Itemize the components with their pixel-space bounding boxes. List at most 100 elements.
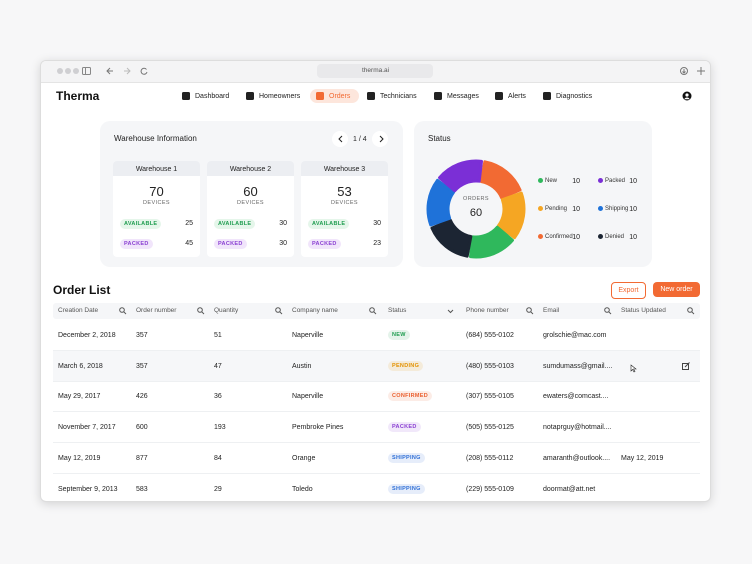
cell-company: Austin [292,362,312,370]
cell-number: 600 [136,424,148,432]
status-donut [426,159,526,259]
donut-segment [479,160,522,200]
legend-value: 10 [572,178,580,185]
cell-quantity: 36 [214,393,222,401]
nav-item[interactable]: Diagnostics [556,93,593,100]
legend-dot [538,178,543,183]
cell-quantity: 51 [214,332,222,339]
nav-icon [495,92,503,100]
nav-item[interactable]: Alerts [508,93,526,100]
new-tab-icon[interactable] [697,67,705,75]
sidebar-icon[interactable] [82,67,91,75]
prev-icon [338,135,343,143]
cell-company: Orange [292,454,316,462]
legend-dot [598,206,603,211]
status-badge: PENDING [388,360,424,371]
column-header[interactable]: Creation Date [58,307,99,314]
avatar-icon[interactable] [682,91,692,101]
column-header[interactable]: Company name [292,307,338,314]
nav-icon [316,92,324,100]
packed-badge: PACKED [120,239,153,249]
cell-email: sumdumass@gmail.... [543,362,613,370]
column-header[interactable]: Status [388,307,407,314]
device-count: 53 [337,184,352,199]
status-filter-icon[interactable] [447,308,454,314]
status-title: Status [428,134,451,143]
legend-name: New [545,178,558,184]
legend-name: Shipping [605,206,629,212]
available-badge: AVAILABLE [308,219,350,229]
forward-icon[interactable] [123,67,131,75]
available-badge: AVAILABLE [120,219,162,229]
column-search-icon[interactable] [119,307,127,315]
cell-number: 426 [136,393,148,401]
legend-value: 10 [572,234,580,241]
warehouse-name: Warehouse 3 [323,166,366,173]
row-divider [53,350,700,351]
cell-quantity: 29 [214,485,222,493]
cell-number: 357 [136,362,148,370]
column-search-icon[interactable] [197,307,205,315]
packed-count: 30 [279,240,287,247]
nav-item[interactable]: Homeowners [259,93,301,100]
cell-date: May 12, 2019 [58,454,101,462]
nav-icon [543,92,551,100]
cell-date: November 7, 2017 [58,424,116,432]
export-button[interactable]: Export [611,282,646,299]
column-search-icon[interactable] [526,307,534,315]
column-header[interactable]: Phone number [466,307,509,314]
legend-dot [538,206,543,211]
url-bar[interactable] [317,64,433,78]
nav-item[interactable]: Orders [329,93,351,100]
device-unit: DEVICES [237,200,264,206]
column-search-icon[interactable] [369,307,377,315]
pager-next[interactable] [372,131,388,147]
packed-badge: PACKED [214,239,247,249]
packed-count: 45 [185,240,193,247]
legend-value: 10 [629,234,637,241]
nav-item[interactable]: Dashboard [195,93,230,100]
nav-icon [434,92,442,100]
column-search-icon[interactable] [275,307,283,315]
column-search-icon[interactable] [687,307,695,315]
warehouse-item-header [207,161,294,176]
device-count: 70 [149,184,164,199]
window-dot [57,68,63,74]
donut-segment [438,159,484,193]
row-divider [53,472,700,474]
order-list-title: Order List [53,283,111,297]
nav-item[interactable]: Messages [447,93,479,100]
window-dot [73,68,79,74]
cell-date: March 6, 2018 [58,362,103,370]
cell-email: notaprguy@hotmail.... [543,424,612,432]
nav-item[interactable]: Technicians [380,93,417,100]
download-icon[interactable] [680,67,688,75]
cell-quantity: 84 [214,454,222,462]
donut-total: 60 [469,207,483,219]
donut-center-label: ORDERS [463,196,489,202]
column-search-icon[interactable] [604,307,612,315]
column-header[interactable]: Email [543,307,560,314]
edit-icon[interactable] [682,361,690,370]
cell-email: amaranth@outlook.... [543,454,611,462]
packed-badge: PACKED [308,239,341,249]
cell-phone: (505) 555-0125 [466,424,514,432]
cell-company: Toledo [292,485,313,493]
status-badge: CONFIRMED [388,391,433,402]
back-icon[interactable] [106,67,114,75]
column-header[interactable]: Status Updated [621,307,666,314]
status-badge: PACKED [388,422,421,433]
donut-segment [426,178,456,227]
available-count: 30 [279,220,287,227]
device-count: 60 [243,184,258,199]
donut-segment [468,225,514,259]
column-header[interactable]: Order number [136,307,177,314]
reload-icon[interactable] [140,67,148,75]
donut-segment [496,191,526,240]
pager-prev[interactable] [332,131,348,147]
cell-date: December 2, 2018 [58,332,116,339]
row-divider [53,411,700,413]
new-order-button[interactable]: New order [653,282,700,297]
next-icon [379,135,384,143]
column-header[interactable]: Quantity [214,307,239,314]
